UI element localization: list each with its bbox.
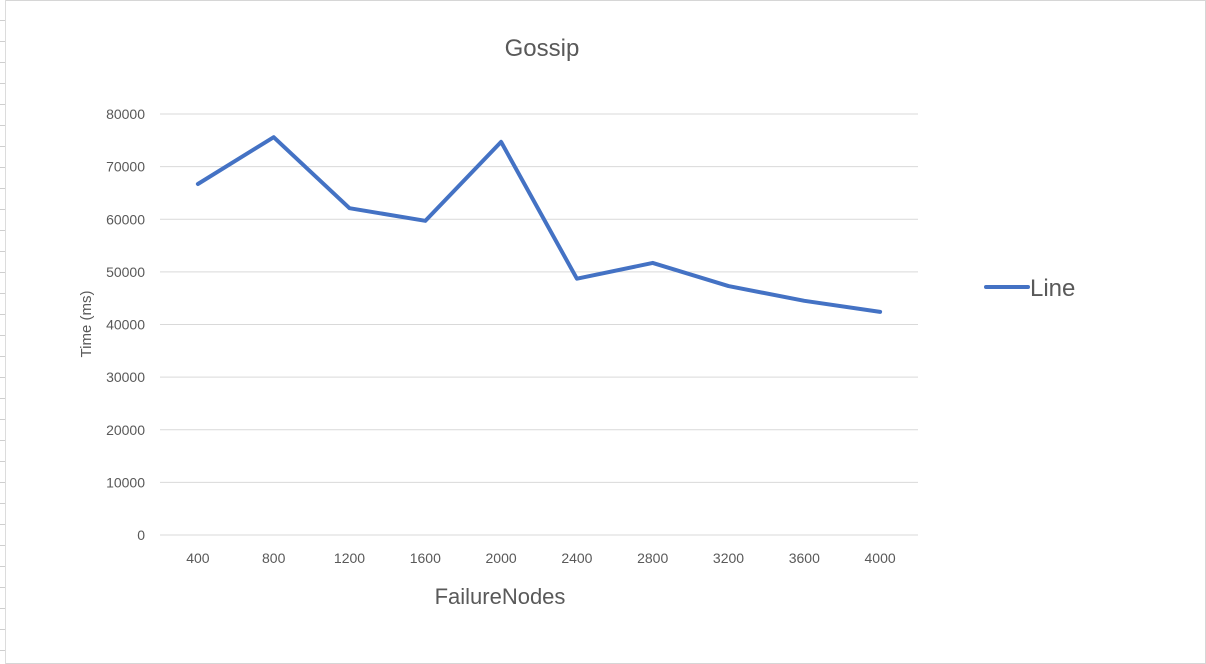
y-tick-label: 60000 (106, 211, 145, 227)
x-axis-tick-labels: 400 800 1200 1600 2000 2400 2800 3200 3600 4000 (186, 550, 896, 566)
series-layer (195, 135, 883, 314)
y-axis-tick-labels: 0 10000 20000 30000 40000 50000 60000 70000 8000… (106, 106, 145, 543)
x-tick-label: 800 (262, 550, 286, 566)
y-tick-label: 50000 (106, 264, 145, 280)
x-tick-label: 3600 (789, 550, 820, 566)
y-tick-label: 10000 (106, 474, 145, 490)
y-tick-label: 30000 (106, 369, 145, 385)
x-axis-title: FailureNodes (435, 584, 566, 609)
series-line (195, 135, 883, 314)
y-axis-title: Time (ms) (78, 291, 95, 358)
left-ruler (0, 0, 6, 664)
y-tick-label: 0 (137, 527, 145, 543)
x-tick-label: 2000 (486, 550, 517, 566)
legend: Line (984, 275, 1075, 302)
x-tick-label: 2400 (561, 550, 592, 566)
x-tick-label: 1600 (410, 550, 441, 566)
x-tick-label: 3200 (713, 550, 744, 566)
x-tick-label: 2800 (637, 550, 668, 566)
y-tick-label: 70000 (106, 159, 145, 175)
y-tick-label: 20000 (106, 422, 145, 438)
y-tick-label: 40000 (106, 317, 145, 333)
chart-title: Gossip (505, 35, 580, 62)
gridlines (160, 113, 918, 536)
y-tick-label: 80000 (106, 106, 145, 122)
x-tick-label: 400 (186, 550, 210, 566)
x-tick-label: 1200 (334, 550, 365, 566)
x-tick-label: 4000 (865, 550, 896, 566)
legend-label: Line (1030, 275, 1075, 302)
